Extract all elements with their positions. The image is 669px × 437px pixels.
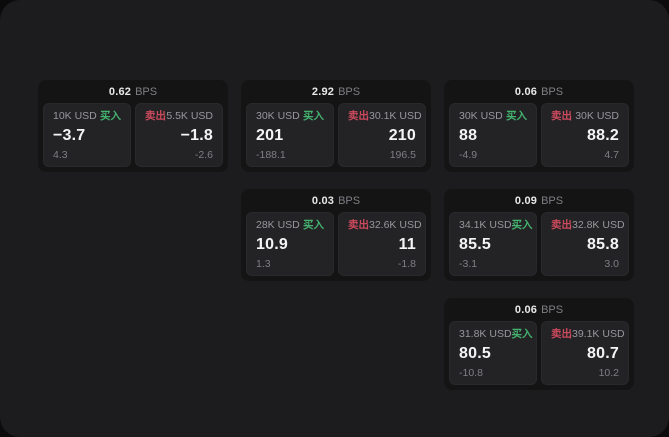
spread-value: 0.06 bbox=[514, 303, 538, 316]
quote-card: 0.62 BPS 10K USD 买入 −3.7 4.3 卖出 5.5K USD bbox=[38, 80, 228, 172]
sell-amount: 32.6K USD bbox=[369, 219, 422, 231]
sell-delta: -1.8 bbox=[397, 258, 416, 270]
sell-delta: 10.2 bbox=[598, 367, 619, 379]
buy-sell-panels: 31.8K USD 买入 80.5 -10.8 卖出 39.1K USD 80.… bbox=[444, 321, 634, 390]
spread-value: 0.06 bbox=[514, 85, 538, 98]
sell-badge: 卖出 bbox=[551, 328, 572, 340]
buy-delta: -4.9 bbox=[459, 149, 478, 161]
sell-delta: 3.0 bbox=[604, 258, 619, 270]
sell-badge: 卖出 bbox=[551, 219, 572, 231]
sell-amount: 30.1K USD bbox=[369, 110, 422, 122]
quote-card: 0.09 BPS 34.1K USD 买入 85.5 -3.1 卖出 32.8K… bbox=[444, 189, 634, 281]
buy-delta: 4.3 bbox=[53, 149, 68, 161]
quote-card: 2.92 BPS 30K USD 买入 201 -188.1 卖出 30.1K … bbox=[241, 80, 431, 172]
spread-value: 0.09 bbox=[514, 194, 538, 207]
buy-amount: 30K USD bbox=[459, 110, 503, 122]
sell-price: 11 bbox=[398, 235, 416, 253]
sell-delta: 196.5 bbox=[389, 149, 416, 161]
spread-header: 2.92 BPS bbox=[241, 80, 431, 103]
sell-badge: 卖出 bbox=[551, 110, 572, 122]
buy-price: 88 bbox=[459, 126, 478, 144]
buy-price: −3.7 bbox=[53, 126, 86, 144]
buy-panel[interactable]: 10K USD 买入 −3.7 4.3 bbox=[43, 103, 131, 167]
buy-price: 85.5 bbox=[459, 235, 491, 253]
spread-unit-label: BPS bbox=[541, 303, 564, 316]
buy-panel[interactable]: 28K USD 买入 10.9 1.3 bbox=[246, 212, 334, 276]
sell-amount: 5.5K USD bbox=[166, 110, 213, 122]
sell-amount: 30K USD bbox=[575, 110, 619, 122]
sell-price: 80.7 bbox=[587, 344, 619, 362]
buy-badge: 买入 bbox=[303, 219, 324, 231]
buy-panel[interactable]: 34.1K USD 买入 85.5 -3.1 bbox=[449, 212, 537, 276]
spread-unit-label: BPS bbox=[541, 85, 564, 98]
sell-panel[interactable]: 卖出 32.6K USD 11 -1.8 bbox=[338, 212, 426, 276]
buy-badge: 买入 bbox=[506, 110, 527, 122]
buy-sell-panels: 28K USD 买入 10.9 1.3 卖出 32.6K USD 11 -1.8 bbox=[241, 212, 431, 281]
buy-delta: -3.1 bbox=[459, 258, 478, 270]
spread-header: 0.06 BPS bbox=[444, 298, 634, 321]
sell-amount: 32.8K USD bbox=[572, 219, 625, 231]
buy-amount: 34.1K USD bbox=[459, 219, 512, 231]
spread-value: 0.62 bbox=[108, 85, 132, 98]
buy-panel[interactable]: 31.8K USD 买入 80.5 -10.8 bbox=[449, 321, 537, 385]
buy-delta: -188.1 bbox=[256, 149, 286, 161]
sell-badge: 卖出 bbox=[348, 110, 369, 122]
sell-panel[interactable]: 卖出 30.1K USD 210 196.5 bbox=[338, 103, 426, 167]
spread-header: 0.03 BPS bbox=[241, 189, 431, 212]
spread-header: 0.09 BPS bbox=[444, 189, 634, 212]
buy-price: 80.5 bbox=[459, 344, 491, 362]
sell-price: −1.8 bbox=[180, 126, 213, 144]
buy-badge: 买入 bbox=[511, 219, 533, 231]
sell-panel[interactable]: 卖出 5.5K USD −1.8 -2.6 bbox=[135, 103, 223, 167]
sell-delta: -2.6 bbox=[194, 149, 213, 161]
buy-amount: 31.8K USD bbox=[459, 328, 512, 340]
quote-card: 0.03 BPS 28K USD 买入 10.9 1.3 卖出 32.6K US… bbox=[241, 189, 431, 281]
sell-price: 88.2 bbox=[587, 126, 619, 144]
buy-delta: -10.8 bbox=[459, 367, 483, 379]
spread-unit-label: BPS bbox=[135, 85, 158, 98]
sell-panel[interactable]: 卖出 32.8K USD 85.8 3.0 bbox=[541, 212, 629, 276]
buy-badge: 买入 bbox=[100, 110, 121, 122]
sell-badge: 卖出 bbox=[145, 110, 166, 122]
buy-delta: 1.3 bbox=[256, 258, 271, 270]
quote-card: 0.06 BPS 30K USD 买入 88 -4.9 卖出 30K USD bbox=[444, 80, 634, 172]
sell-amount: 39.1K USD bbox=[572, 328, 625, 340]
sell-badge: 卖出 bbox=[348, 219, 369, 231]
sell-price: 85.8 bbox=[587, 235, 619, 253]
buy-price: 10.9 bbox=[256, 235, 288, 253]
quote-card: 0.06 BPS 31.8K USD 买入 80.5 -10.8 卖出 39.1… bbox=[444, 298, 634, 390]
spread-value: 0.03 bbox=[311, 194, 335, 207]
buy-sell-panels: 30K USD 买入 201 -188.1 卖出 30.1K USD 210 1… bbox=[241, 103, 431, 172]
buy-price: 201 bbox=[256, 126, 284, 144]
spread-header: 0.62 BPS bbox=[38, 80, 228, 103]
sell-panel[interactable]: 卖出 30K USD 88.2 4.7 bbox=[541, 103, 629, 167]
buy-sell-panels: 34.1K USD 买入 85.5 -3.1 卖出 32.8K USD 85.8… bbox=[444, 212, 634, 281]
buy-sell-panels: 10K USD 买入 −3.7 4.3 卖出 5.5K USD −1.8 -2.… bbox=[38, 103, 228, 172]
buy-panel[interactable]: 30K USD 买入 88 -4.9 bbox=[449, 103, 537, 167]
spread-unit-label: BPS bbox=[541, 194, 564, 207]
sell-delta: 4.7 bbox=[604, 149, 619, 161]
buy-badge: 买入 bbox=[303, 110, 324, 122]
sell-panel[interactable]: 卖出 39.1K USD 80.7 10.2 bbox=[541, 321, 629, 385]
buy-amount: 28K USD bbox=[256, 219, 300, 231]
buy-sell-panels: 30K USD 买入 88 -4.9 卖出 30K USD 88.2 4.7 bbox=[444, 103, 634, 172]
sell-price: 210 bbox=[388, 126, 416, 144]
buy-badge: 买入 bbox=[511, 328, 533, 340]
spread-header: 0.06 BPS bbox=[444, 80, 634, 103]
buy-amount: 10K USD bbox=[53, 110, 97, 122]
spread-unit-label: BPS bbox=[338, 85, 361, 98]
spread-unit-label: BPS bbox=[338, 194, 361, 207]
buy-panel[interactable]: 30K USD 买入 201 -188.1 bbox=[246, 103, 334, 167]
quote-cards-grid: 0.62 BPS 10K USD 买入 −3.7 4.3 卖出 5.5K USD bbox=[38, 80, 634, 390]
spread-value: 2.92 bbox=[311, 85, 335, 98]
buy-amount: 30K USD bbox=[256, 110, 300, 122]
